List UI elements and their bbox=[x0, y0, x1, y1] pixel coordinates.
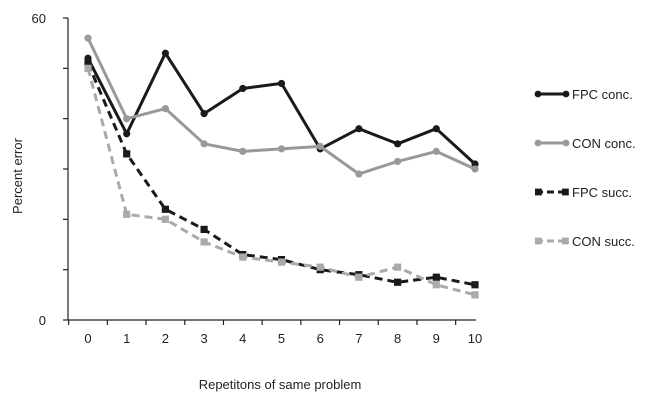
x-tick-label: 10 bbox=[468, 331, 482, 346]
data-point bbox=[471, 281, 479, 289]
series-3 bbox=[84, 59, 479, 289]
data-point bbox=[432, 281, 440, 289]
x-axis-label: Repetitons of same problem bbox=[199, 377, 362, 392]
x-tick-label: 5 bbox=[278, 331, 285, 346]
data-point bbox=[200, 238, 208, 246]
data-point bbox=[471, 165, 479, 173]
data-point bbox=[432, 125, 440, 133]
data-point bbox=[123, 130, 131, 138]
y-tick-label: 60 bbox=[32, 11, 46, 26]
legend-label: CON conc. bbox=[572, 136, 636, 151]
legend-marker bbox=[534, 90, 542, 98]
data-point bbox=[239, 253, 247, 261]
x-tick-label: 0 bbox=[84, 331, 91, 346]
axes: 0 60 0 1 2 3 4 5 6 7 8 9 10 bbox=[32, 11, 483, 346]
data-point bbox=[277, 145, 286, 153]
data-point bbox=[84, 64, 92, 72]
data-point bbox=[239, 84, 247, 93]
data-point bbox=[200, 140, 208, 148]
data-point bbox=[84, 34, 92, 42]
data-point bbox=[84, 59, 92, 67]
legend-marker bbox=[534, 139, 542, 147]
data-point bbox=[161, 105, 169, 113]
data-point bbox=[161, 205, 169, 213]
legend-label: FPC succ. bbox=[572, 185, 632, 200]
series-line bbox=[86, 37, 476, 176]
legend-marker bbox=[535, 188, 542, 196]
data-point bbox=[123, 210, 131, 218]
legend-marker bbox=[562, 188, 569, 196]
data-point bbox=[200, 225, 208, 233]
data-point bbox=[277, 258, 286, 266]
data-point bbox=[316, 263, 324, 271]
legend-label: FPC conc. bbox=[572, 87, 633, 102]
legend-label: CON succ. bbox=[572, 234, 635, 249]
data-point bbox=[471, 160, 479, 168]
x-tick-label: 8 bbox=[394, 331, 401, 346]
data-point bbox=[200, 110, 208, 118]
data-point bbox=[123, 115, 131, 123]
legend: FPC conc. CON conc. FPC succ. CON succ. bbox=[534, 87, 636, 249]
x-tick-label: 4 bbox=[239, 331, 246, 346]
series-4 bbox=[84, 64, 479, 299]
data-point bbox=[355, 125, 363, 133]
data-point bbox=[123, 150, 131, 158]
data-point bbox=[355, 273, 363, 281]
legend-entry: CON succ. bbox=[535, 234, 635, 249]
data-point bbox=[394, 157, 402, 166]
data-point bbox=[355, 170, 363, 178]
data-point bbox=[239, 147, 247, 155]
legend-entry: FPC conc. bbox=[534, 87, 633, 102]
legend-marker bbox=[562, 90, 570, 98]
legend-marker bbox=[562, 237, 569, 245]
legend-marker bbox=[562, 139, 570, 147]
legend-entry: CON conc. bbox=[534, 136, 636, 151]
x-tick-label: 3 bbox=[200, 331, 207, 346]
data-point bbox=[316, 142, 324, 150]
data-point bbox=[277, 79, 286, 88]
data-point bbox=[161, 49, 169, 57]
x-tick-label: 2 bbox=[162, 331, 169, 346]
legend-marker bbox=[535, 237, 542, 245]
y-tick-label: 0 bbox=[39, 313, 46, 328]
legend-entry: FPC succ. bbox=[535, 185, 632, 200]
x-tick-label: 1 bbox=[123, 331, 130, 346]
series-layer bbox=[84, 34, 479, 299]
data-point bbox=[394, 263, 402, 271]
x-tick-label: 7 bbox=[355, 331, 362, 346]
x-tick-label: 9 bbox=[433, 331, 440, 346]
series-line bbox=[86, 62, 476, 287]
data-point bbox=[471, 291, 479, 299]
series-2 bbox=[84, 34, 479, 178]
data-point bbox=[394, 278, 402, 286]
data-point bbox=[432, 147, 440, 155]
data-point bbox=[394, 140, 402, 148]
y-axis-label: Percent error bbox=[10, 137, 25, 214]
data-point bbox=[161, 215, 169, 223]
x-tick-label: 6 bbox=[317, 331, 324, 346]
data-point bbox=[432, 273, 440, 281]
